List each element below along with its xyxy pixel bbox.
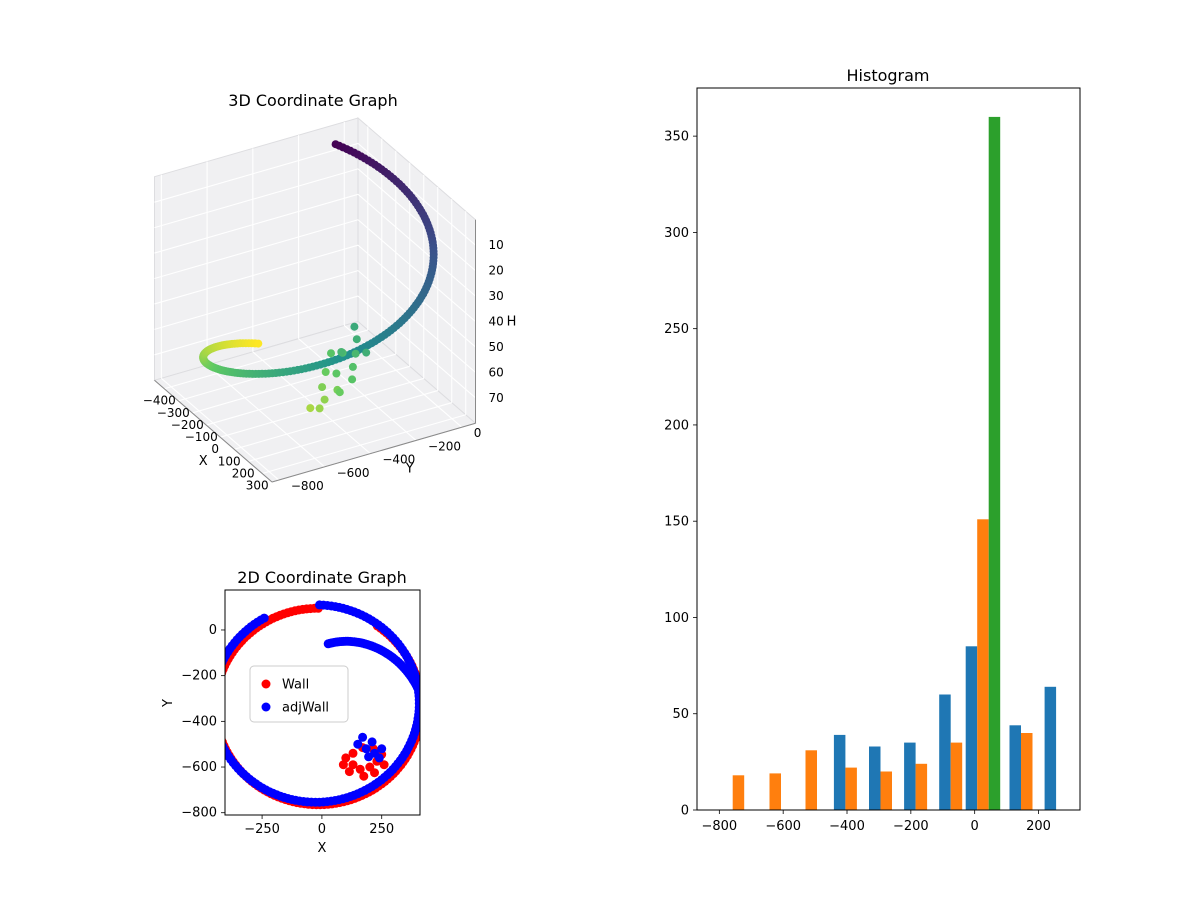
adjwall-points (225, 600, 420, 807)
histogram-content: −800 −600 −400 −200 0 200 0 50 100 150 200 250 300 35… (664, 87, 1081, 834)
plot2d-content: −250 0 250 0 −200 −400 −600 −800 Wall adjWall (181, 589, 421, 837)
svg-text:0: 0 (209, 623, 217, 638)
svg-text:300: 300 (664, 226, 689, 241)
plot3d-x-axis-label: X (199, 454, 208, 469)
plot2d-x-tick-labels: −250 0 250 (244, 822, 394, 837)
plot3d-axis-edges (154, 219, 477, 483)
svg-text:250: 250 (369, 822, 394, 837)
svg-text:−300: −300 (157, 406, 190, 420)
ring-scatter-points (199, 140, 438, 378)
plot2d-title: 2D Coordinate Graph (237, 568, 406, 587)
bar (939, 694, 951, 810)
svg-text:300: 300 (246, 479, 269, 493)
bar (904, 742, 916, 810)
plot3d-y-axis-label: Y (405, 462, 414, 477)
plot3d-canvas: 3D Coordinate Graph −400−300−200−1000100… (143, 91, 517, 493)
plot2d-x-axis-label: X (318, 841, 327, 856)
bar (988, 116, 1001, 810)
svg-text:60: 60 (489, 365, 504, 379)
svg-text:40: 40 (489, 315, 504, 329)
histogram-tick-marks (693, 135, 1039, 814)
svg-text:50: 50 (672, 707, 689, 722)
legend: Wall adjWall (249, 665, 349, 723)
svg-text:200: 200 (664, 418, 689, 433)
svg-text:−200: −200 (181, 669, 217, 684)
svg-text:150: 150 (664, 515, 689, 530)
svg-text:−400: −400 (143, 394, 176, 408)
plot3d-content: −400−300−200−10001002003000−200−400−600−… (143, 116, 517, 493)
bar (769, 773, 781, 810)
svg-text:−800: −800 (291, 479, 324, 493)
svg-text:−800: −800 (701, 819, 737, 834)
svg-text:100: 100 (664, 611, 689, 626)
svg-text:250: 250 (664, 322, 689, 337)
svg-text:20: 20 (489, 264, 504, 278)
svg-text:−400: −400 (382, 453, 415, 467)
bar (845, 767, 857, 810)
plot3d-title: 3D Coordinate Graph (228, 91, 397, 110)
svg-text:0: 0 (211, 442, 219, 456)
svg-text:−200: −200 (893, 819, 929, 834)
svg-text:−600: −600 (337, 466, 370, 480)
bar (965, 646, 978, 810)
svg-text:−800: −800 (181, 806, 217, 821)
svg-text:100: 100 (218, 454, 241, 468)
histogram-y-tick-labels: 0 50 100 150 200 250 300 350 (664, 130, 689, 819)
bar (869, 746, 881, 810)
plot3d-grid (154, 121, 476, 481)
bar (732, 775, 745, 810)
svg-text:0: 0 (474, 426, 482, 440)
svg-text:350: 350 (664, 130, 689, 145)
legend-label-wall: Wall (282, 678, 309, 693)
plot2d-y-axis-label: Y (161, 699, 176, 708)
cluster-scatter-points (306, 322, 371, 413)
bar (880, 771, 892, 810)
bar (805, 750, 817, 810)
svg-text:30: 30 (489, 289, 504, 303)
plot3d-z-tick-labels: 10 20 30 40 50 60 70 (489, 238, 504, 405)
bar (1021, 733, 1033, 810)
bar (1044, 686, 1057, 810)
bar (977, 519, 989, 810)
bar (950, 742, 963, 810)
plot2d-y-tick-labels: 0 −200 −400 −600 −800 (181, 623, 217, 821)
histogram-x-tick-labels: −800 −600 −400 −200 0 200 (701, 819, 1050, 834)
svg-text:0: 0 (681, 804, 689, 819)
legend-marker-adjwall (261, 702, 271, 712)
plot2d-axes-box (224, 589, 421, 816)
svg-text:0: 0 (971, 819, 979, 834)
svg-text:−400: −400 (829, 819, 865, 834)
plot2d-tick-marks (221, 629, 383, 819)
histogram-axes-box (696, 87, 1081, 811)
histogram-bars (732, 116, 1057, 810)
svg-text:−600: −600 (181, 760, 217, 775)
histogram-title: Histogram (847, 66, 930, 85)
svg-text:70: 70 (489, 391, 504, 405)
bar (1009, 725, 1021, 810)
svg-text:10: 10 (489, 238, 504, 252)
svg-text:50: 50 (489, 340, 504, 354)
histogram-canvas: Histogram −800 −600 −400 −200 0 200 0 50 100 150 2… (664, 66, 1081, 834)
svg-text:−400: −400 (181, 714, 217, 729)
plot3d-z-axis-label: H (507, 315, 517, 330)
svg-text:−250: −250 (244, 822, 280, 837)
legend-label-adjwall: adjWall (282, 701, 329, 716)
svg-text:−200: −200 (171, 418, 204, 432)
legend-marker-wall (261, 679, 271, 689)
svg-text:200: 200 (232, 466, 255, 480)
plot2d-canvas: 2D Coordinate Graph −250 0 250 0 −200 −400 −60… (161, 568, 421, 856)
svg-text:−600: −600 (765, 819, 801, 834)
svg-text:200: 200 (1026, 819, 1051, 834)
svg-text:0: 0 (318, 822, 326, 837)
svg-text:−100: −100 (185, 430, 218, 444)
plot3d-y-tick-labels: 0 −200 −400 −600 −800 (291, 426, 482, 493)
bar (833, 734, 846, 810)
bar (915, 763, 928, 810)
svg-text:−200: −200 (428, 439, 461, 453)
